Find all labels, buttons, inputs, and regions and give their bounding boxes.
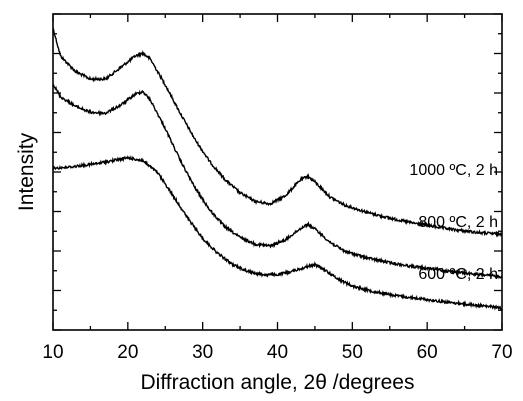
series-line-1 [52, 27, 503, 238]
x-tick-label: 60 [417, 342, 438, 363]
series-label-3: 600 ºC, 2 h [418, 266, 498, 283]
x-tick-label: 40 [267, 342, 288, 363]
x-tick-label: 70 [491, 342, 512, 363]
x-tick-label: 50 [342, 342, 363, 363]
ticks-layer [52, 13, 503, 331]
x-tick-label: 30 [192, 342, 213, 363]
series-label-2: 800 ºC, 2 h [418, 214, 498, 231]
x-tick-label: 10 [42, 342, 63, 363]
series-layer [52, 27, 503, 311]
labels-layer: 1000 ºC, 2 h 800 ºC, 2 h 600 ºC, 2 h 10 20 30… [42, 162, 512, 363]
series-label-1: 1000 ºC, 2 h [409, 162, 498, 179]
x-axis-title: Diffraction angle, 2θ /degrees [141, 371, 415, 394]
x-tick-label: 20 [117, 342, 138, 363]
series-line-2 [52, 84, 503, 280]
series-line-3 [52, 154, 503, 311]
y-axis-title: Intensity [15, 132, 38, 211]
